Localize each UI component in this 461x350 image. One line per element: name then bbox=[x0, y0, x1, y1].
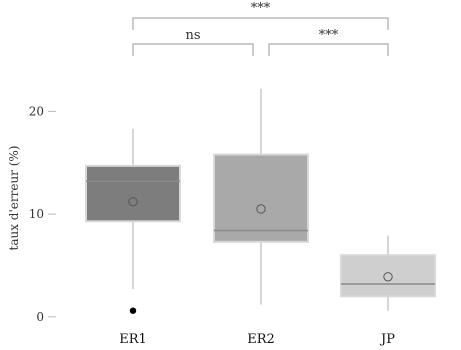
y-axis-label: taux d'erreur (%) bbox=[7, 146, 21, 251]
box-jp bbox=[340, 235, 436, 311]
significance-label: *** bbox=[319, 28, 339, 43]
y-tick-label: 20 bbox=[29, 104, 44, 118]
significance-label: ns bbox=[185, 28, 200, 43]
outlier-point bbox=[129, 307, 137, 314]
box-er1 bbox=[85, 128, 181, 314]
bracket-line bbox=[132, 43, 254, 56]
significance-label: *** bbox=[251, 1, 271, 16]
x-tick-label: ER1 bbox=[119, 332, 147, 347]
bracket-line bbox=[268, 43, 389, 56]
x-tick-label: ER2 bbox=[247, 332, 275, 347]
box-iqr bbox=[213, 153, 309, 243]
bracket-line bbox=[132, 17, 389, 30]
box-iqr bbox=[85, 164, 181, 223]
box-iqr bbox=[340, 254, 436, 298]
significance-bracket: ns bbox=[132, 28, 254, 56]
y-tick-label: 0 bbox=[36, 310, 44, 324]
mean-marker bbox=[128, 197, 138, 207]
y-tick-label: 10 bbox=[29, 207, 44, 221]
significance-bracket: *** bbox=[268, 28, 389, 56]
mean-marker bbox=[383, 272, 393, 282]
x-tick-label: JP bbox=[379, 332, 395, 347]
box-er2 bbox=[213, 88, 309, 305]
significance-bracket: *** bbox=[132, 1, 389, 30]
mean-marker bbox=[256, 204, 266, 214]
